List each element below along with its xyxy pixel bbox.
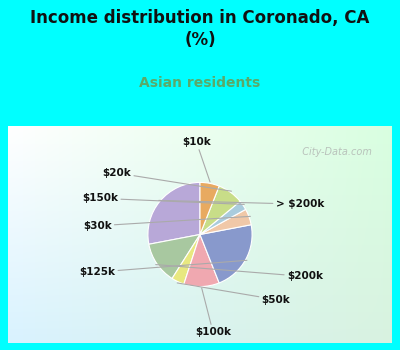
Wedge shape [200, 201, 246, 234]
Wedge shape [200, 186, 240, 235]
Wedge shape [200, 182, 219, 234]
Text: $100k: $100k [195, 288, 231, 337]
Text: > $200k: > $200k [159, 199, 324, 209]
Text: $125k: $125k [79, 260, 247, 277]
Text: $30k: $30k [83, 216, 250, 231]
Wedge shape [172, 234, 200, 284]
Wedge shape [148, 182, 200, 244]
Text: $200k: $200k [156, 265, 323, 281]
Wedge shape [200, 225, 252, 283]
Text: $20k: $20k [102, 168, 232, 191]
Text: Asian residents: Asian residents [139, 76, 261, 90]
Wedge shape [200, 209, 251, 234]
Text: $150k: $150k [82, 193, 244, 204]
Text: Income distribution in Coronado, CA
(%): Income distribution in Coronado, CA (%) [30, 9, 370, 49]
Text: $50k: $50k [177, 283, 290, 304]
Text: $10k: $10k [182, 137, 211, 182]
Wedge shape [184, 234, 219, 287]
Text: City-Data.com: City-Data.com [296, 147, 372, 157]
Wedge shape [149, 234, 200, 279]
